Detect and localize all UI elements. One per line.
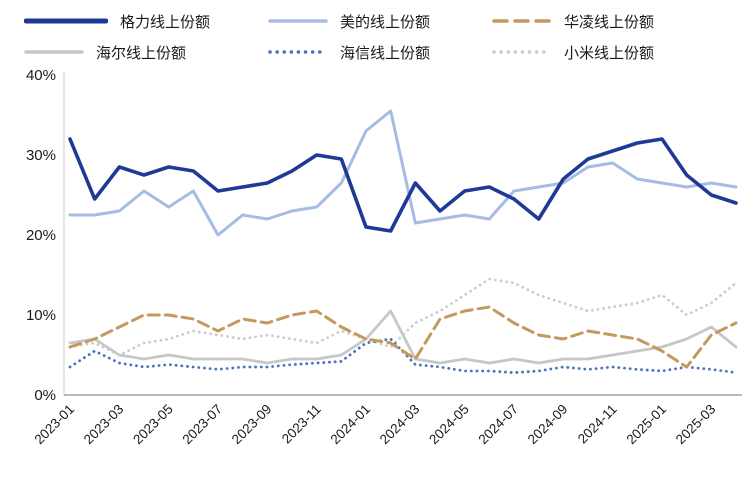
line-chart-figure: 格力线上份额 美的线上份额 华凌线上份额海尔线上份额 海信线上份额 小米线上份额 0% 1… (0, 10, 755, 477)
x-tick-label: 2023-09 (229, 402, 275, 448)
legend-marker-3 (24, 50, 84, 54)
legend-marker-5 (492, 50, 552, 54)
chart-canvas: 0%10%20%30%40%2023-01 2023-03 2023-05 2023-… (26, 67, 742, 448)
legend-marker-2 (492, 19, 552, 23)
legend-item-3: 海尔线上份额 (24, 41, 268, 63)
x-tick-label: 2023-03 (81, 402, 127, 448)
legend-label-4: 海信线上份额 (340, 44, 431, 62)
x-tick-label: 2024-03 (377, 402, 423, 448)
x-tick-label: 2025-03 (673, 402, 719, 448)
y-tick-label: 20% (26, 227, 56, 244)
x-tick-label: 2023-01 (31, 402, 77, 448)
legend-marker-1 (268, 19, 328, 23)
legend-label-5: 小米线上份额 (564, 44, 655, 62)
legend-label-3: 海尔线上份额 (96, 44, 187, 62)
legend-item-0: 格力线上份额 (24, 10, 268, 32)
x-tick-label: 2025-01 (623, 402, 669, 448)
series-line-1 (68, 109, 738, 237)
legend-label-1: 美的线上份额 (340, 13, 431, 31)
y-tick-label: 10% (26, 307, 56, 324)
series-line-2 (68, 305, 738, 369)
legend-marker-4 (268, 50, 328, 54)
series-line-3 (68, 309, 738, 365)
series-line-5 (68, 277, 738, 357)
x-tick-label: 2024-01 (327, 402, 373, 448)
x-tick-label: 2024-11 (575, 402, 620, 447)
legend-label-0: 格力线上份额 (120, 13, 211, 31)
legend-label-2: 华凌线上份额 (564, 13, 655, 31)
x-tick-label: 2024-09 (525, 402, 571, 448)
legend-item-5: 小米线上份额 (492, 41, 724, 63)
legend-item-2: 华凌线上份额 (492, 10, 724, 32)
y-tick-label: 30% (26, 147, 56, 164)
x-tick-label: 2023-11 (279, 402, 324, 447)
legend-marker-0 (24, 18, 108, 24)
x-tick-label: 2024-05 (426, 402, 472, 448)
x-tick-label: 2023-07 (179, 402, 225, 448)
legend-item-4: 海信线上份额 (268, 41, 492, 63)
legend-item-1: 美的线上份额 (268, 10, 492, 32)
series-line-0 (68, 137, 738, 233)
y-tick-label: 40% (26, 67, 56, 84)
y-tick-label: 0% (34, 387, 56, 404)
chart-legend: 格力线上份额 美的线上份额 华凌线上份额海尔线上份额 海信线上份额 小米线上份额 (24, 10, 724, 63)
x-tick-label: 2023-05 (130, 402, 176, 448)
x-tick-label: 2024-07 (475, 402, 521, 448)
